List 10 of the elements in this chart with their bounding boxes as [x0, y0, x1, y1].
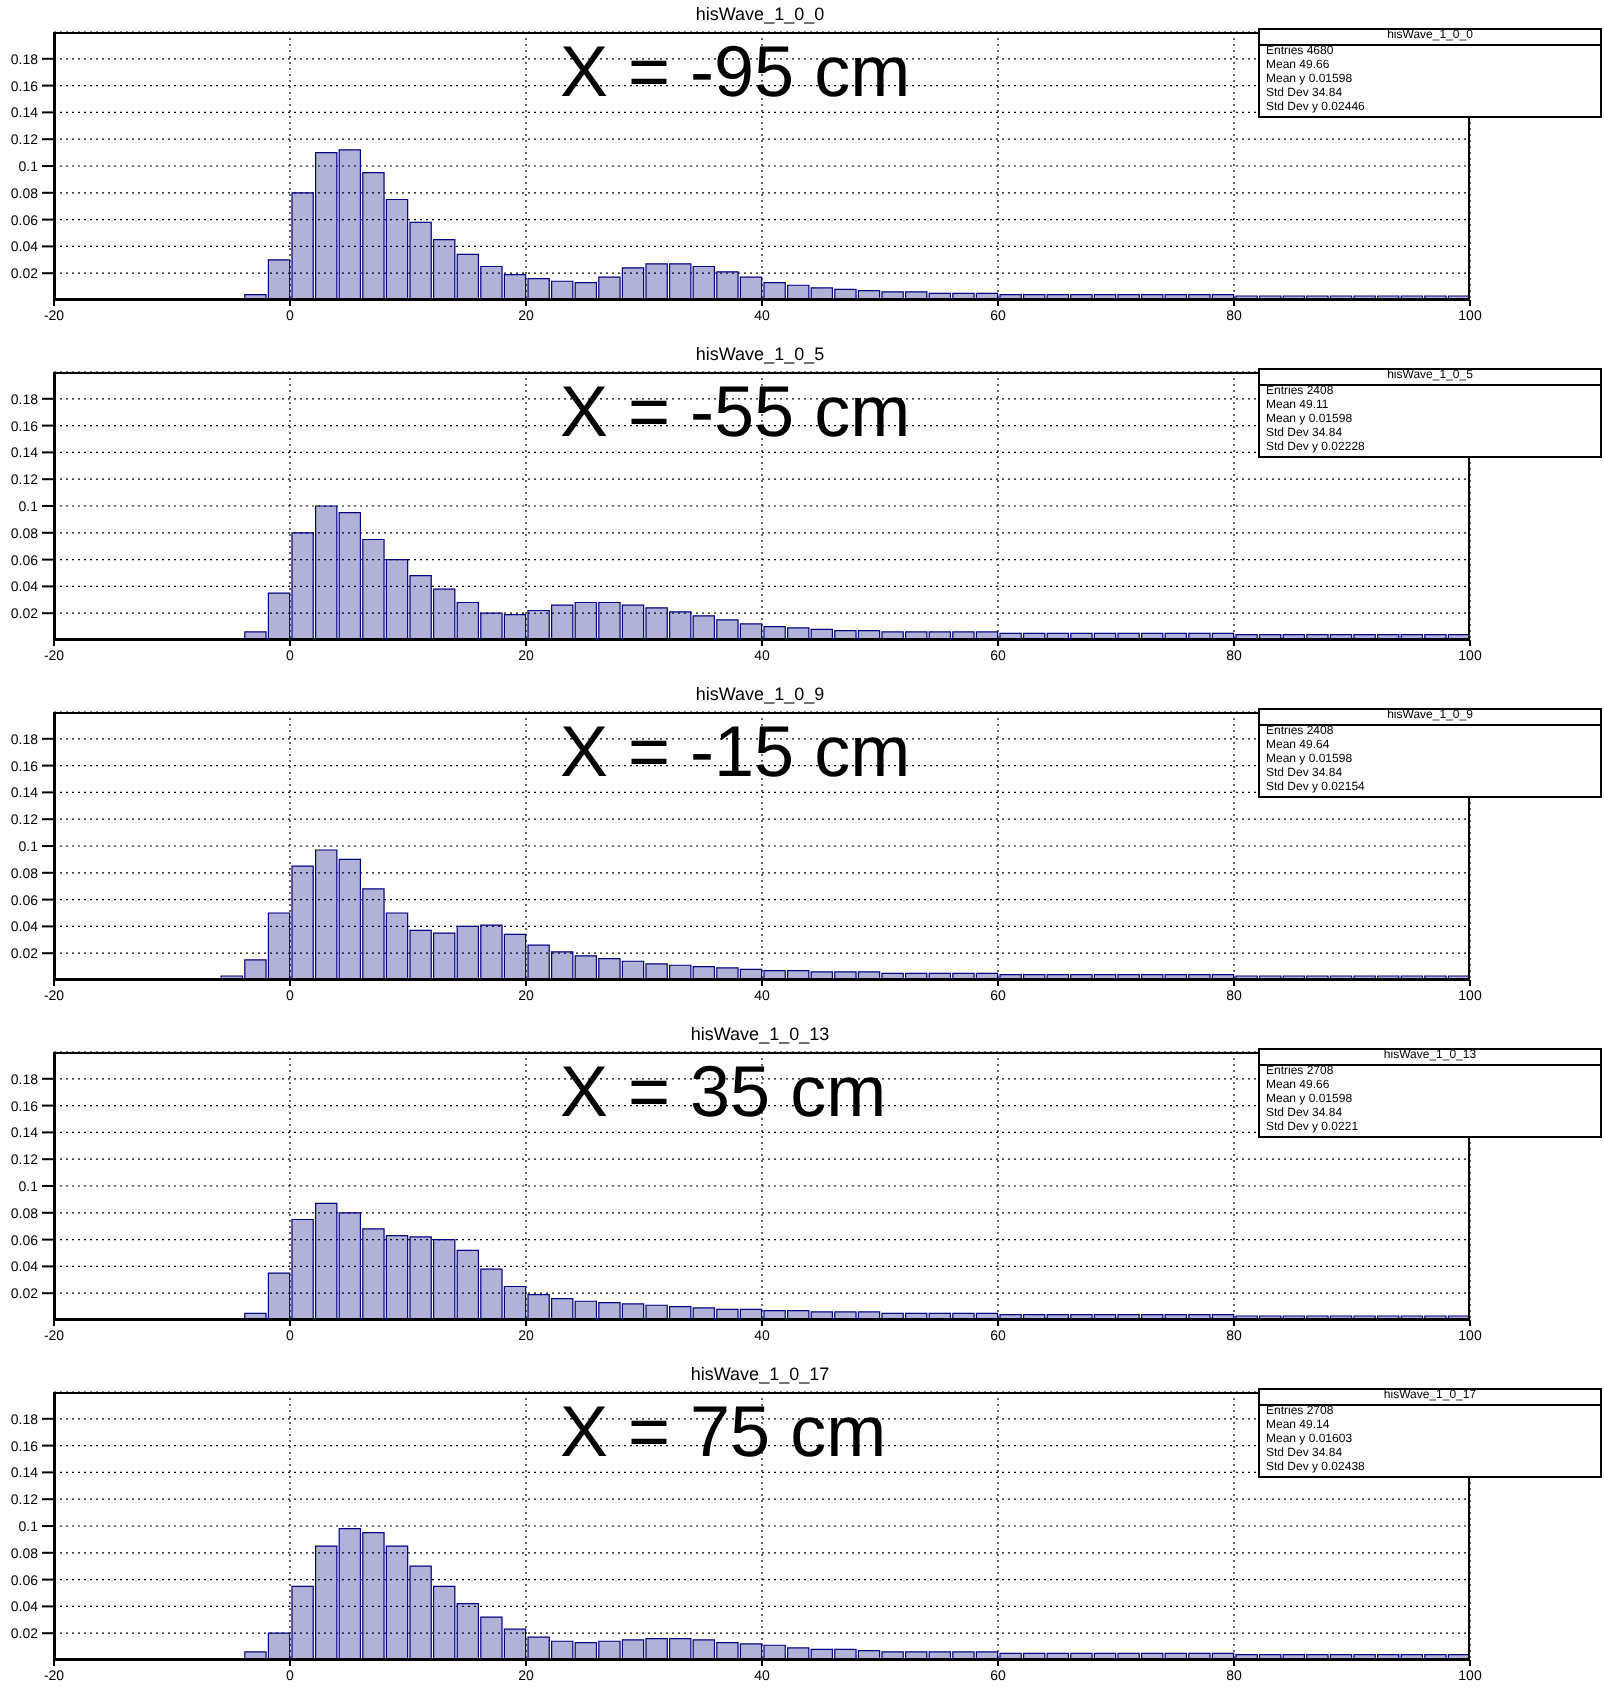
annotation: X = 75 cm: [560, 1388, 887, 1476]
chart-title: hisWave_1_0_9: [693, 684, 827, 704]
annotation: X = -15 cm: [560, 708, 911, 796]
chart-title: hisWave_1_0_5: [693, 344, 827, 364]
chart-title: hisWave_1_0_0: [693, 4, 827, 24]
annotation: X = -55 cm: [560, 368, 911, 456]
chart-title: hisWave_1_0_13: [688, 1024, 832, 1044]
annotation: X = 35 cm: [560, 1048, 887, 1136]
chart-title: hisWave_1_0_17: [688, 1364, 832, 1384]
annotation: X = -95 cm: [560, 28, 911, 116]
